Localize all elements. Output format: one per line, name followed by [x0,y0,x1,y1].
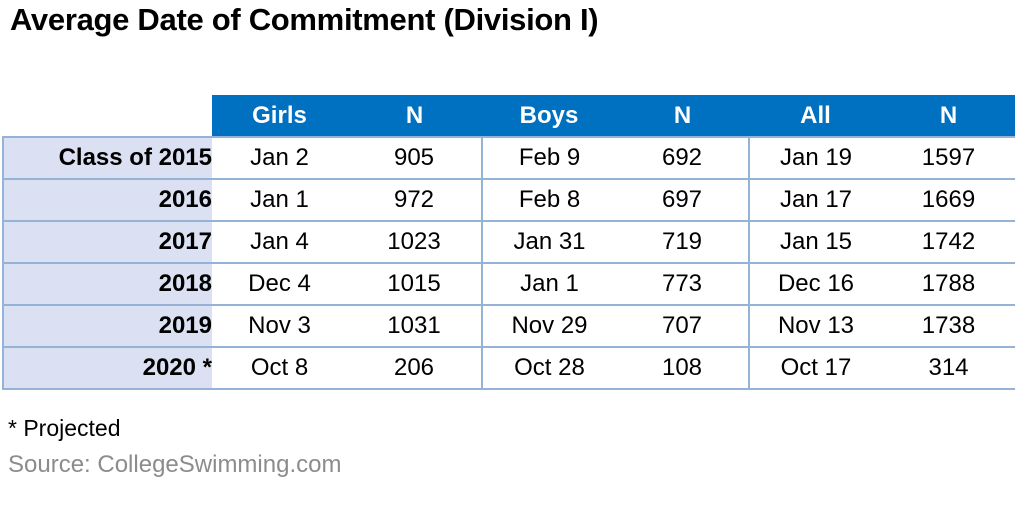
table-row: 2017 Jan 4 1023 Jan 31 719 Jan 15 1742 [2,220,1015,263]
count-cell: 1669 [882,178,1015,221]
row-label: 2019 [2,304,212,347]
table-row: 2020 * Oct 8 206 Oct 28 108 Oct 17 314 [2,346,1015,390]
count-cell: 692 [616,136,749,179]
footnote: * Projected [8,415,121,441]
col-header-n-girls: N [347,95,482,137]
count-cell: 206 [347,346,482,390]
date-cell: Jan 15 [748,220,882,263]
count-cell: 719 [616,220,749,263]
date-cell: Jan 1 [481,262,616,305]
count-cell: 108 [616,346,749,390]
col-header-n-boys: N [616,95,749,137]
date-cell: Feb 9 [481,136,616,179]
col-header-boys: Boys [482,95,616,137]
count-cell: 972 [347,178,482,221]
date-cell: Nov 3 [212,304,347,347]
date-cell: Jan 4 [212,220,347,263]
col-header-all: All [749,95,882,137]
count-cell: 1015 [347,262,482,305]
count-cell: 1738 [882,304,1015,347]
count-cell: 773 [616,262,749,305]
count-cell: 1023 [347,220,482,263]
date-cell: Jan 17 [748,178,882,221]
date-cell: Oct 28 [481,346,616,390]
table-row: Class of 2015 Jan 2 905 Feb 9 692 Jan 19 1597 [2,136,1015,179]
count-cell: 697 [616,178,749,221]
row-label: 2020 * [2,346,212,390]
date-cell: Nov 13 [748,304,882,347]
count-cell: 1597 [882,136,1015,179]
date-cell: Feb 8 [481,178,616,221]
date-cell: Jan 2 [212,136,347,179]
row-label: 2016 [2,178,212,221]
count-cell: 707 [616,304,749,347]
table-row: 2019 Nov 3 1031 Nov 29 707 Nov 13 1738 [2,304,1015,347]
table-body: Class of 2015 Jan 2 905 Feb 9 692 Jan 19 1597 2… [2,136,1015,390]
corner-cell [3,95,212,137]
date-cell: Dec 16 [748,262,882,305]
col-header-n-all: N [882,95,1015,137]
date-cell: Oct 17 [748,346,882,390]
count-cell: 314 [882,346,1015,390]
col-header-girls: Girls [212,95,347,137]
source-credit: Source: CollegeSwimming.com [8,451,342,478]
row-label: Class of 2015 [2,136,212,179]
date-cell: Oct 8 [212,346,347,390]
date-cell: Jan 19 [748,136,882,179]
page-title: Average Date of Commitment (Division I) [10,2,599,37]
row-label: 2017 [2,220,212,263]
count-cell: 1742 [882,220,1015,263]
date-cell: Jan 31 [481,220,616,263]
date-cell: Jan 1 [212,178,347,221]
count-cell: 1788 [882,262,1015,305]
table-row: 2018 Dec 4 1015 Jan 1 773 Dec 16 1788 [2,262,1015,305]
row-label: 2018 [2,262,212,305]
count-cell: 905 [347,136,482,179]
date-cell: Dec 4 [212,262,347,305]
date-cell: Nov 29 [481,304,616,347]
header-row: Girls N Boys N All N [3,95,1015,137]
table-row: 2016 Jan 1 972 Feb 8 697 Jan 17 1669 [2,178,1015,221]
count-cell: 1031 [347,304,482,347]
